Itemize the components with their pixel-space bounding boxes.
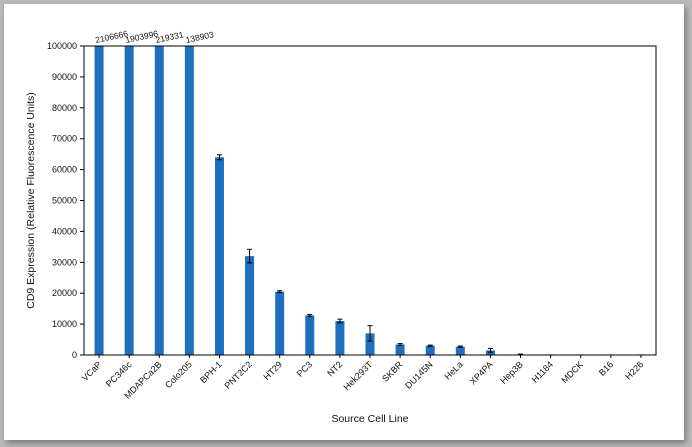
bar [214,157,224,355]
y-tick-label: 30000 [52,257,77,267]
bars [94,46,646,355]
x-tick-label: H1184 [530,359,555,384]
data-label: 138903 [185,29,215,45]
bar [245,256,255,355]
x-tick-label: B16 [597,359,615,377]
x-tick-label: SKBR [380,359,405,384]
bar [154,46,164,355]
x-tick-label: HT29 [261,359,284,382]
y-axis-title: CD9 Expression (Relative Fluorescence Un… [25,92,37,309]
y-tick-label: 50000 [52,196,77,206]
chart-card: 0 10000 20000 30000 40000 50000 60000 70000 8000… [4,4,684,440]
x-tick-label: XP4PA [468,359,495,386]
plot-area-frame [83,45,657,356]
y-tick-label: 90000 [52,72,77,82]
x-tick-label: BPH-1 [198,359,224,385]
bar [335,321,345,355]
bar [94,46,104,355]
x-axis-title: Source Cell Line [331,413,408,425]
x-tick-label: DU145N [403,359,434,390]
bar [455,346,465,355]
bar [124,46,134,355]
bar [184,46,194,355]
x-tick-label: VCaP [80,359,104,383]
x-tick-label: Colo205 [163,359,194,390]
y-tick-label: 60000 [52,165,77,175]
data-label: 219331 [155,29,185,45]
error-bars [216,154,524,356]
y-tick-label: 40000 [52,226,77,236]
bar [395,344,405,355]
y-tick-label: 10000 [52,319,77,329]
bar [425,345,435,355]
x-tick-label: MDCK [559,359,585,385]
y-tick-label: 100000 [47,41,77,51]
bar [365,333,375,355]
x-tick-label: NT2 [325,359,344,378]
y-tick-label: 0 [72,350,77,360]
x-tick-label: Hep3B [498,359,525,386]
x-tick-label: H226 [623,359,645,381]
bar-chart: 0 10000 20000 30000 40000 50000 60000 70000 8000… [25,28,657,425]
x-tick-label: Hek293T [342,359,375,392]
y-tick-label: 20000 [52,288,77,298]
y-tick-label: 80000 [52,103,77,113]
x-tick-label: PC346c [104,359,134,389]
y-tick-label: 70000 [52,134,77,144]
bar [305,315,315,355]
x-tick-label: HeLa [442,359,464,381]
x-tick-label: PC3 [295,359,314,378]
bar [275,291,285,355]
x-tick-label: PNT2C2 [223,359,254,390]
y-axis-ticks: 0 10000 20000 30000 40000 50000 60000 70000 8000… [47,41,84,360]
